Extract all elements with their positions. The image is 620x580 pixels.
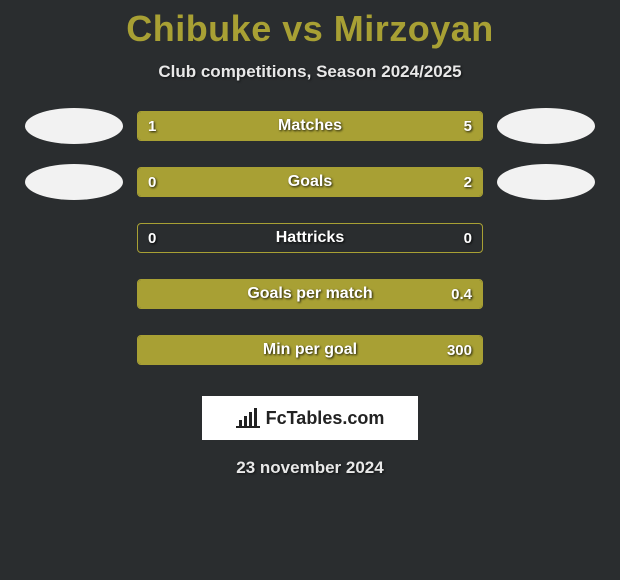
- stat-value-right: 2: [464, 168, 472, 196]
- stat-bar: Min per goal300: [137, 335, 483, 365]
- date-label: 23 november 2024: [0, 458, 620, 478]
- barchart-icon: [236, 408, 260, 428]
- stat-bar: Goals per match0.4: [137, 279, 483, 309]
- stat-row: Goals per match0.4: [0, 276, 620, 312]
- player-avatar-right: [497, 164, 595, 200]
- stats-container: 1Matches50Goals20Hattricks0Goals per mat…: [0, 108, 620, 368]
- avatar-spacer: [497, 276, 595, 312]
- stat-value-right: 5: [464, 112, 472, 140]
- avatar-spacer: [497, 220, 595, 256]
- player-avatar-left: [25, 164, 123, 200]
- logo-box[interactable]: FcTables.com: [202, 396, 418, 440]
- stat-row: 0Hattricks0: [0, 220, 620, 256]
- avatar-spacer: [25, 276, 123, 312]
- stat-bar: 1Matches5: [137, 111, 483, 141]
- stat-label: Goals per match: [138, 280, 482, 308]
- stat-bar: 0Hattricks0: [137, 223, 483, 253]
- stat-bar: 0Goals2: [137, 167, 483, 197]
- stat-value-right: 0: [464, 224, 472, 252]
- stat-row: 1Matches5: [0, 108, 620, 144]
- stat-value-right: 0.4: [451, 280, 472, 308]
- player-avatar-right: [497, 108, 595, 144]
- stat-value-right: 300: [447, 336, 472, 364]
- stat-row: 0Goals2: [0, 164, 620, 200]
- avatar-spacer: [497, 332, 595, 368]
- stat-label: Min per goal: [138, 336, 482, 364]
- stat-label: Matches: [138, 112, 482, 140]
- logo-text: FcTables.com: [266, 408, 385, 429]
- stat-row: Min per goal300: [0, 332, 620, 368]
- stat-label: Hattricks: [138, 224, 482, 252]
- subtitle: Club competitions, Season 2024/2025: [0, 62, 620, 82]
- page-title: Chibuke vs Mirzoyan: [0, 0, 620, 50]
- player-avatar-left: [25, 108, 123, 144]
- avatar-spacer: [25, 332, 123, 368]
- stat-label: Goals: [138, 168, 482, 196]
- avatar-spacer: [25, 220, 123, 256]
